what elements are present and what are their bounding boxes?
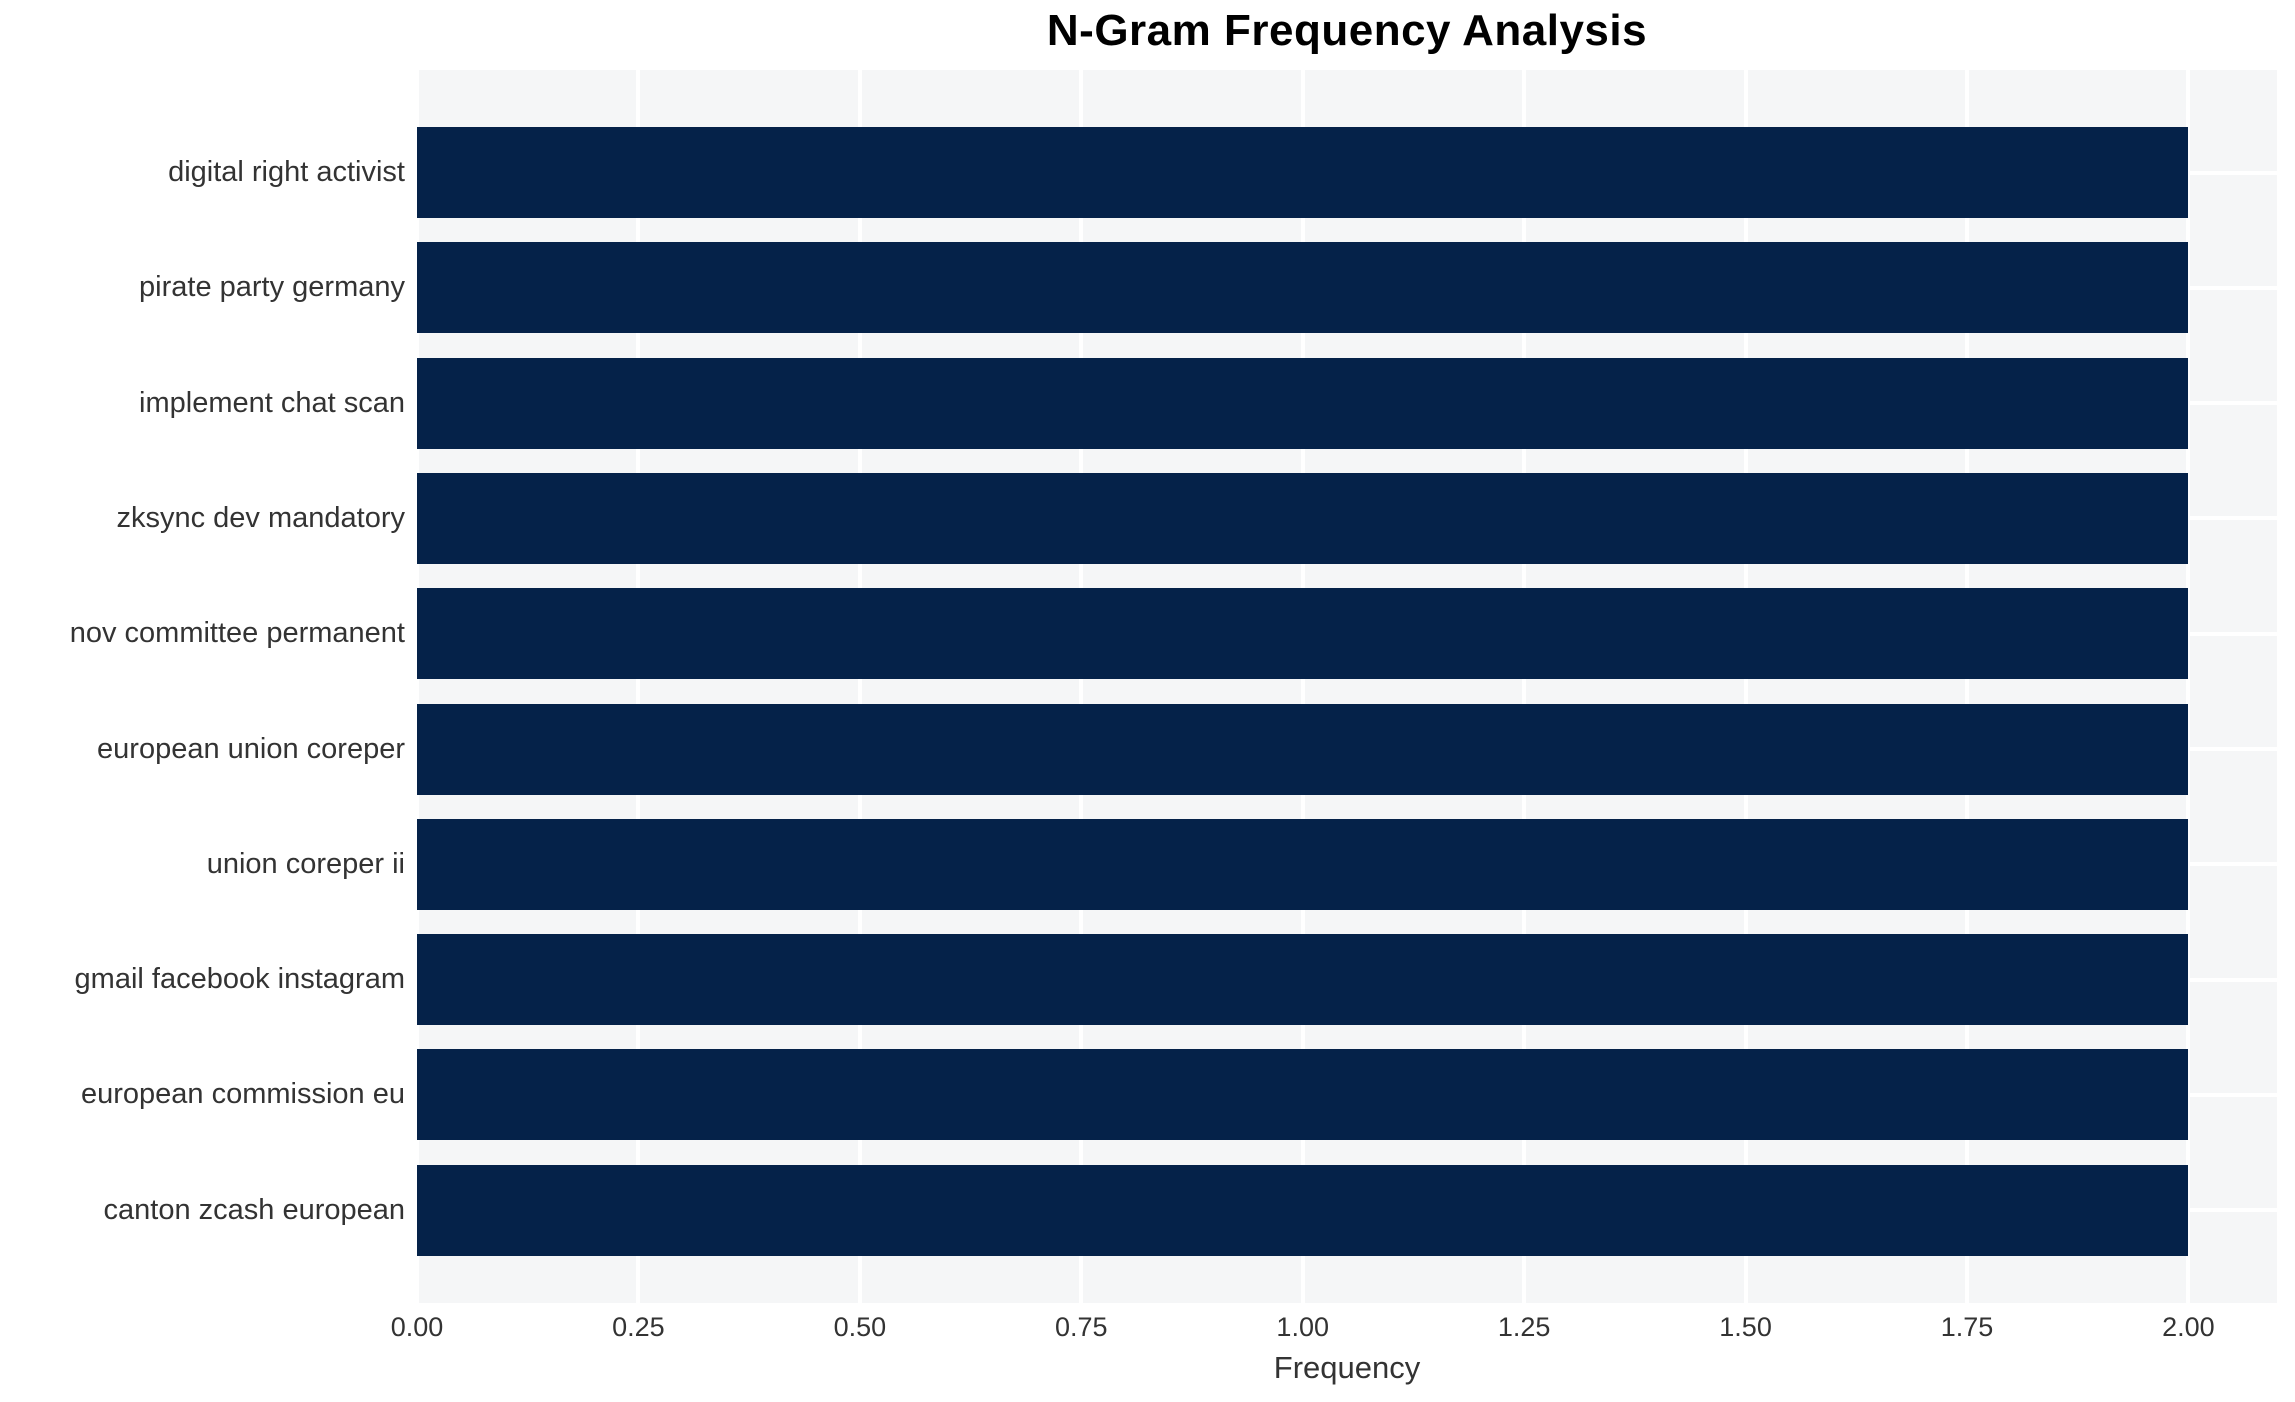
vertical-gridline	[1079, 70, 1084, 1303]
x-axis-title: Frequency	[1273, 1350, 1421, 1385]
y-tick-label: european commission eu	[80, 1078, 405, 1111]
x-tick-label: 2.00	[2162, 1312, 2215, 1342]
x-tick-label: 1.75	[1940, 1312, 1994, 1342]
y-tick-label: digital right activist	[168, 156, 405, 188]
x-tick-label: 0.25	[612, 1312, 665, 1342]
x-tick-label: 1.00	[1276, 1312, 1329, 1342]
bar-gmail-facebook-instagram	[417, 934, 2189, 1026]
x-tick-label: 0.00	[390, 1312, 444, 1342]
bar-european-commission-eu	[417, 1049, 2189, 1141]
y-tick-label: implement chat scan	[139, 386, 405, 419]
x-tick-label: 1.25	[1497, 1312, 1551, 1342]
y-tick-label: gmail facebook instagram	[74, 963, 405, 996]
y-tick-label: european union coreper	[97, 732, 405, 765]
vertical-gridline	[415, 70, 419, 1303]
bar-union-coreper-ii	[417, 818, 2189, 910]
bar-canton-zcash-european	[417, 1164, 2189, 1256]
bar-pirate-party-germany	[417, 242, 2189, 334]
bar-zksync-dev-mandatory	[417, 472, 2189, 564]
vertical-gridline	[2186, 70, 2191, 1303]
vertical-gridline	[1965, 70, 1969, 1303]
x-tick-label: 0.50	[833, 1312, 887, 1342]
x-tick-label: 1.50	[1719, 1312, 1772, 1342]
y-tick-label: canton zcash european	[103, 1193, 406, 1226]
vertical-gridline	[1300, 70, 1305, 1303]
x-tick-label: 0.75	[1055, 1312, 1108, 1342]
y-tick-label: union coreper ii	[206, 847, 405, 880]
bar-nov-committee-permanent	[417, 588, 2189, 680]
vertical-gridline	[1522, 70, 1527, 1303]
y-tick-label: pirate party germany	[139, 271, 405, 304]
y-tick-label: nov committee permanent	[69, 617, 405, 650]
vertical-gridline	[636, 70, 641, 1303]
vertical-gridline	[1743, 70, 1748, 1303]
chart-title: N-Gram Frequency Analysis	[1046, 6, 1648, 55]
plot-area	[415, 70, 2277, 1303]
bar-european-union-coreper	[417, 703, 2189, 795]
bar-implement-chat-scan	[417, 357, 2189, 449]
y-tick-label: zksync dev mandatory	[116, 501, 405, 534]
vertical-gridline	[857, 70, 862, 1303]
bar-digital-right-activist	[417, 127, 2189, 218]
